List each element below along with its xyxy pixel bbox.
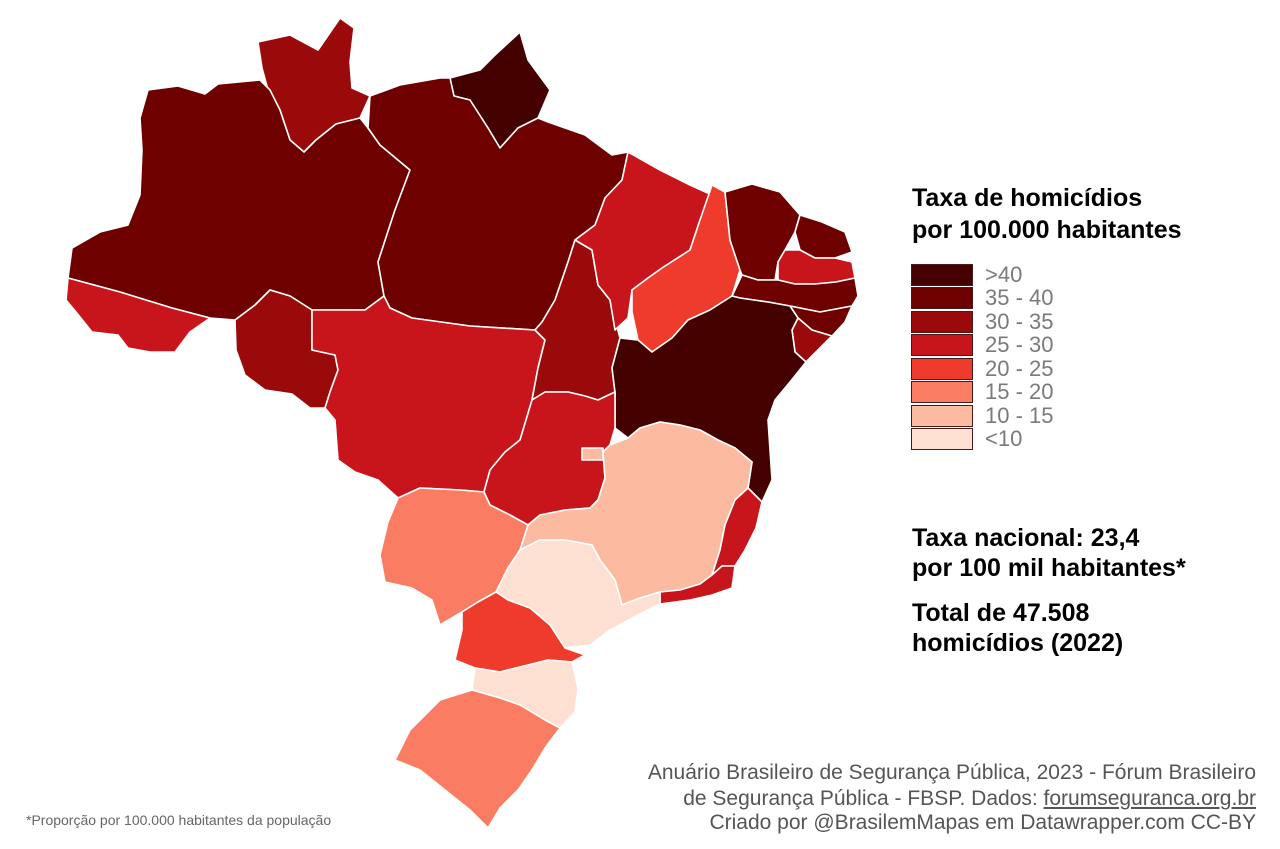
legend-label: 15 - 20 [985,379,1054,405]
state-RS[interactable] [394,689,561,829]
national-rate-line2: por 100 mil habitantes* [912,554,1186,582]
source-line2-prefix: de Segurança Pública - FBSP. Dados: [683,787,1044,810]
legend-label: 35 - 40 [985,285,1054,311]
legend-item: 35 - 40 [911,287,1054,311]
legend: >40 35 - 40 30 - 35 25 - 30 20 - 25 15 -… [911,263,1054,451]
legend-title: Taxa de homicídios por 100.000 habitante… [912,182,1182,246]
total-line1: Total de 47.508 [912,599,1090,627]
legend-item: 20 - 25 [911,357,1054,381]
legend-label: <10 [985,426,1023,452]
total-homicides: Total de 47.508 homicídios (2022) [912,598,1123,658]
legend-item: 10 - 15 [911,404,1054,428]
legend-label: 10 - 15 [985,402,1054,428]
legend-swatch [911,381,973,404]
footnote: *Proporção por 100.000 habitantes da pop… [26,812,332,828]
legend-item: 15 - 20 [911,381,1054,405]
total-line2: homicídios (2022) [912,629,1124,657]
state-AC[interactable] [65,277,211,353]
legend-swatch [911,310,973,333]
legend-label: 20 - 25 [985,355,1054,381]
legend-title-line1: Taxa de homicídios [912,184,1143,212]
legend-label: >40 [985,261,1023,287]
national-rate-line1: Taxa nacional: 23,4 [912,524,1140,552]
legend-item: 30 - 35 [911,310,1054,334]
state-DF[interactable] [581,447,604,461]
legend-item: <10 [911,428,1054,452]
legend-swatch [911,334,973,357]
legend-swatch [911,428,973,451]
state-RJ[interactable] [659,565,736,605]
legend-label: 30 - 35 [985,308,1054,334]
legend-swatch [911,287,973,310]
legend-item: >40 [911,263,1054,287]
legend-title-line2: por 100.000 habitantes [912,216,1182,244]
legend-swatch [911,404,973,427]
source-note: Anuário Brasileiro de Segurança Pública,… [648,760,1256,812]
legend-label: 25 - 30 [985,332,1054,358]
brazil-map [65,17,859,829]
credit-line: Criado por @BrasilemMapas em Datawrapper… [709,811,1256,834]
source-line2: de Segurança Pública - FBSP. Dados: foru… [648,786,1256,812]
source-line1: Anuário Brasileiro de Segurança Pública,… [647,761,1256,784]
legend-swatch [911,357,973,380]
source-link[interactable]: forumseguranca.org.br [1043,787,1256,810]
national-rate: Taxa nacional: 23,4 por 100 mil habitant… [912,523,1186,583]
legend-swatch [911,263,973,286]
legend-item: 25 - 30 [911,334,1054,358]
